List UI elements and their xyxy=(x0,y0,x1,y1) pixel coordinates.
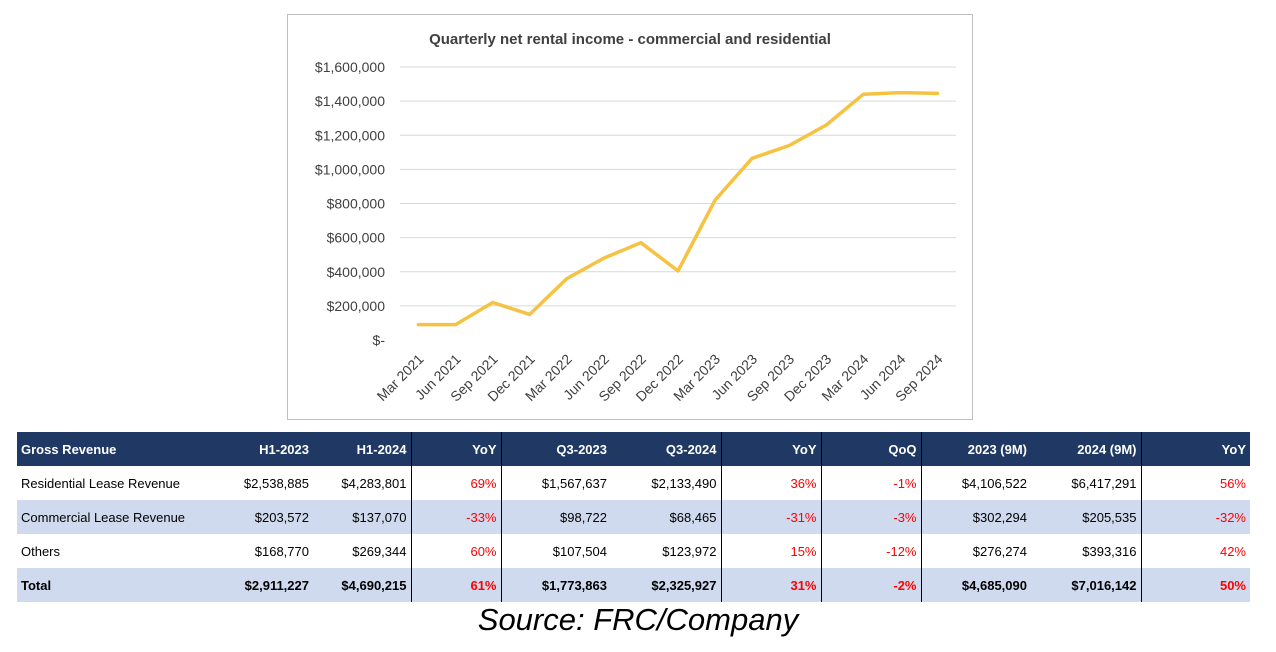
cell-yoy-h1: 60% xyxy=(411,534,502,568)
source-caption: Source: FRC/Company xyxy=(477,602,799,637)
chart-title: Quarterly net rental income - commercial… xyxy=(429,31,831,48)
cell-qoq: -3% xyxy=(821,500,922,534)
data-point xyxy=(639,241,643,245)
cell-label: Residential Lease Revenue xyxy=(21,475,180,491)
data-point xyxy=(824,123,828,127)
cell-h1-2023: $2,538,885 xyxy=(243,475,309,491)
cell-2023-9m: $4,106,522 xyxy=(961,475,1027,491)
cell-yoy-q3: 31% xyxy=(721,568,822,602)
y-tick-label: $400,000 xyxy=(327,264,386,280)
data-point xyxy=(713,198,717,202)
y-tick-label: $1,200,000 xyxy=(315,127,385,143)
cell-qoq: -1% xyxy=(821,466,922,500)
header-h1-2024: H1-2024 xyxy=(313,432,412,466)
cell-2023-9m: $276,274 xyxy=(972,543,1027,559)
data-point xyxy=(454,323,458,327)
header-q3-2024: Q3-2024 xyxy=(611,432,722,466)
gross-revenue-table: Gross Revenue H1-2023 H1-2024 YoY Q3-202… xyxy=(17,432,1250,602)
header-2024-9m: 2024 (9M) xyxy=(1031,432,1142,466)
cell-yoy-h1: 69% xyxy=(411,466,502,500)
table-row: Total $2,911,227 $4,690,215 61% $1,773,863 $2… xyxy=(17,568,1250,602)
cell-2024-9m: $6,417,291 xyxy=(1031,466,1142,500)
data-point xyxy=(491,300,495,304)
cell-h1-2023: $168,770 xyxy=(254,543,309,559)
header-h1-2023: H1-2023 xyxy=(203,432,313,466)
cell-yoy-9m: 50% xyxy=(1141,568,1250,602)
header-gross-revenue: Gross Revenue xyxy=(17,432,203,466)
cell-q3-2023: $98,722 xyxy=(501,500,611,534)
header-yoy-9m: YoY xyxy=(1141,432,1250,466)
cell-qoq: -12% xyxy=(821,534,922,568)
data-point xyxy=(676,269,680,273)
cell-label: Commercial Lease Revenue xyxy=(17,500,203,534)
cell-q3-2023: $1,773,863 xyxy=(501,568,611,602)
y-tick-label: $1,400,000 xyxy=(315,93,385,109)
y-tick-label: $1,600,000 xyxy=(315,59,385,75)
data-point xyxy=(861,92,865,96)
data-point xyxy=(935,91,939,95)
cell-q3-2024: $123,972 xyxy=(611,534,722,568)
y-tick-label: $1,000,000 xyxy=(315,161,385,177)
cell-q3-2024: $68,465 xyxy=(611,500,722,534)
cell-label: Others xyxy=(21,543,61,559)
cell-2024-9m: $7,016,142 xyxy=(1031,568,1142,602)
series-line xyxy=(416,90,940,327)
cell-yoy-9m: -32% xyxy=(1141,500,1250,534)
cell-yoy-q3: 15% xyxy=(721,534,822,568)
table-row: Others $168,770 $269,344 60% $107,504 $123,97… xyxy=(17,534,1250,568)
header-yoy-q3: YoY xyxy=(721,432,822,466)
cell-2024-9m: $205,535 xyxy=(1031,500,1142,534)
cell-2023-9m: $4,685,090 xyxy=(921,568,1031,602)
data-point xyxy=(898,91,902,95)
cell-yoy-9m: 42% xyxy=(1219,543,1246,559)
data-point xyxy=(417,323,421,327)
cell-yoy-q3: 36% xyxy=(721,466,822,500)
data-point xyxy=(528,312,532,316)
y-tick-label: $600,000 xyxy=(327,230,386,246)
y-tick-label: $- xyxy=(373,332,386,348)
y-tick-label: $800,000 xyxy=(327,196,386,212)
line-chart: Quarterly net rental income - commercial… xyxy=(315,31,956,405)
data-point xyxy=(602,256,606,260)
cell-h1-2024: $269,344 xyxy=(313,534,412,568)
cell-yoy-9m: 56% xyxy=(1219,475,1246,491)
cell-2023-9m: $302,294 xyxy=(921,500,1031,534)
cell-h1-2024: $4,690,215 xyxy=(313,568,412,602)
cell-h1-2023: $2,911,227 xyxy=(203,568,313,602)
cell-h1-2023: $203,572 xyxy=(203,500,313,534)
header-q3-2023: Q3-2023 xyxy=(501,432,611,466)
table-row: Residential Lease Revenue $2,538,885 $4,28… xyxy=(17,466,1250,500)
data-point xyxy=(787,143,791,147)
table-body: Residential Lease Revenue $2,538,885 $4,28… xyxy=(17,466,1250,602)
cell-yoy-h1: -33% xyxy=(411,500,502,534)
cell-qoq: -2% xyxy=(821,568,922,602)
cell-q3-2024: $2,133,490 xyxy=(611,466,722,500)
data-point xyxy=(565,277,569,281)
cell-yoy-q3: -31% xyxy=(721,500,822,534)
cell-h1-2024: $137,070 xyxy=(313,500,412,534)
table-row: Commercial Lease Revenue $203,572 $137,070… xyxy=(17,500,1250,534)
cell-label: Total xyxy=(17,568,203,602)
header-2023-9m: 2023 (9M) xyxy=(921,432,1031,466)
cell-q3-2024: $2,325,927 xyxy=(611,568,722,602)
chart-container: Quarterly net rental income - commercial… xyxy=(287,14,973,420)
y-tick-label: $200,000 xyxy=(327,298,386,314)
cell-yoy-h1: 61% xyxy=(411,568,502,602)
cell-q3-2023: $107,504 xyxy=(552,543,607,559)
cell-2024-9m: $393,316 xyxy=(1031,534,1142,568)
cell-q3-2023: $1,567,637 xyxy=(541,475,607,491)
cell-h1-2024: $4,283,801 xyxy=(313,466,412,500)
header-yoy-h1: YoY xyxy=(411,432,502,466)
table-header-row: Gross Revenue H1-2023 H1-2024 YoY Q3-202… xyxy=(17,432,1250,466)
data-point xyxy=(750,156,754,160)
header-qoq: QoQ xyxy=(821,432,922,466)
